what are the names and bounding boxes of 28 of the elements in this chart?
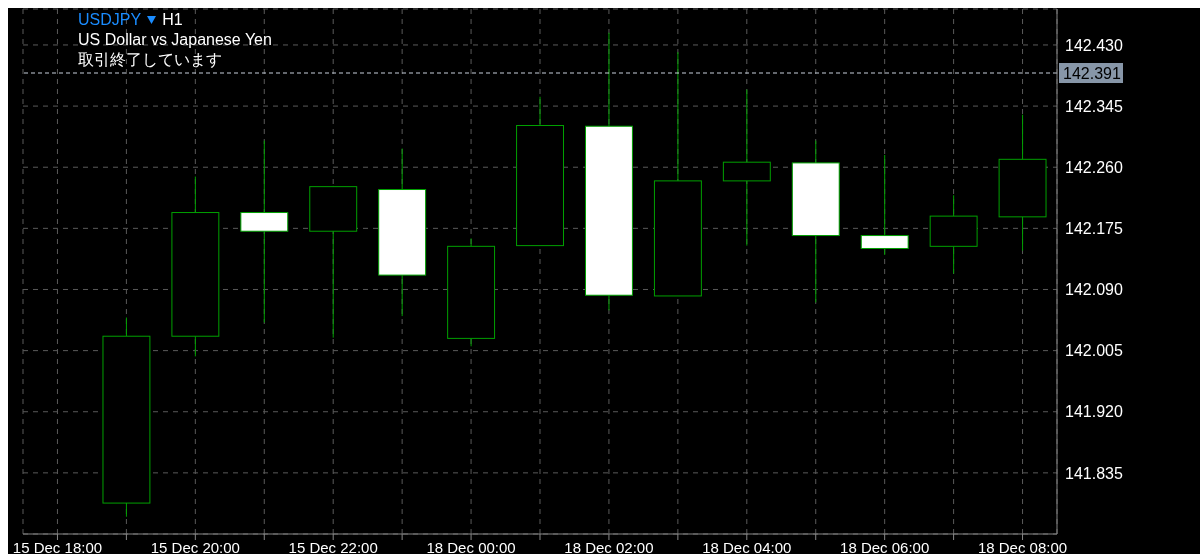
x-tick-label: 18 Dec 06:00 [840, 538, 930, 554]
candlestick [929, 194, 978, 275]
candlestick [860, 154, 909, 256]
chart-title: USDJPY [78, 10, 142, 30]
x-tick-label: 15 Dec 20:00 [150, 538, 240, 554]
x-tick-label: 18 Dec 04:00 [702, 538, 792, 554]
x-tick-label: 18 Dec 08:00 [977, 538, 1068, 554]
x-tick-label: 15 Dec 22:00 [288, 538, 378, 554]
y-tick-label: 142.345 [1065, 97, 1123, 115]
x-tick-label: 18 Dec 00:00 [426, 538, 516, 554]
y-tick-label: 141.920 [1065, 403, 1123, 421]
ref-line-label: 142.391 [1063, 65, 1121, 83]
y-tick-label: 142.430 [1065, 36, 1123, 54]
y-tick-label: 142.005 [1065, 342, 1123, 360]
text: US Dollar vs Japanese Yen [78, 30, 272, 50]
candlestick [378, 148, 427, 317]
y-tick-label: 142.090 [1065, 281, 1123, 299]
annotation: H1 [162, 10, 183, 30]
candlestick [722, 89, 771, 247]
y-tick-label: 141.835 [1065, 464, 1123, 482]
x-tick-label: 18 Dec 02:00 [564, 538, 654, 554]
candlestick [998, 114, 1047, 252]
y-tick-label: 142.175 [1065, 220, 1123, 238]
y-tick-label: 142.260 [1065, 158, 1123, 176]
candlestick [791, 140, 840, 303]
x-tick-label: 15 Dec 18:00 [12, 538, 103, 554]
candlestick [447, 237, 496, 347]
annotation: 取引終了しています [78, 50, 223, 70]
